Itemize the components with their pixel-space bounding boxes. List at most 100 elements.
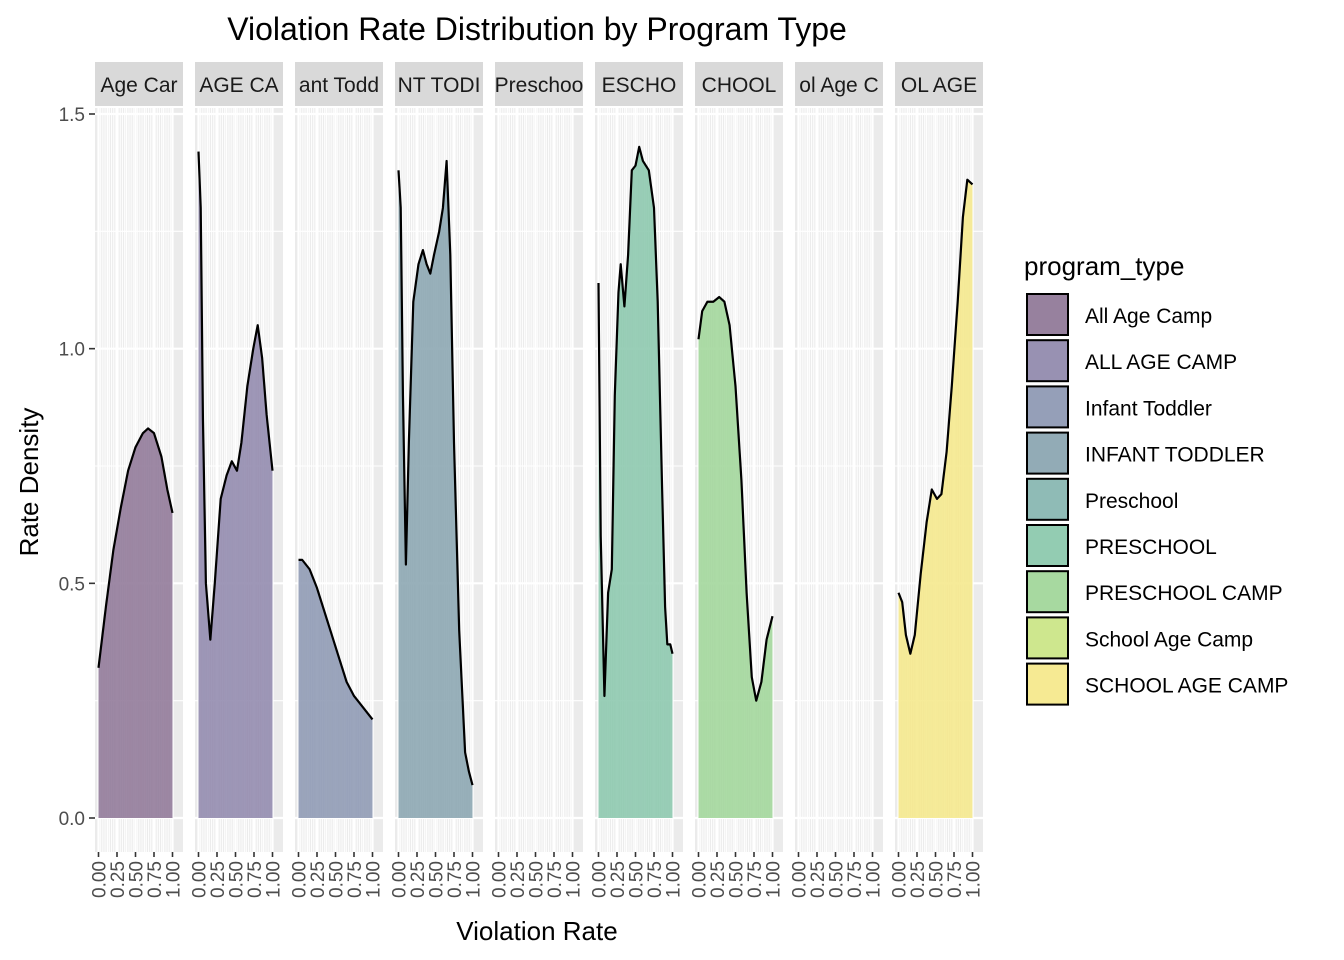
x-tick-label: 0.25: [708, 861, 729, 898]
legend-label: ALL AGE CAMP: [1085, 351, 1237, 374]
x-tick-label: 0.00: [190, 861, 211, 898]
y-axis: 0.0 0.5 1.0 1.5: [59, 105, 95, 830]
density-area: [698, 297, 773, 818]
facet-strip-label: ol Age C: [799, 74, 878, 97]
x-tick-label: 0.75: [945, 861, 966, 898]
facet-panel: NT TODI: [395, 62, 483, 852]
facet-panel: Age Car: [95, 62, 183, 852]
legend-title: program_type: [1024, 251, 1184, 281]
chart-title: Violation Rate Distribution by Program T…: [227, 11, 847, 47]
x-tick-label: 1.00: [564, 861, 585, 898]
facet-strip-label: CHOOL: [702, 74, 777, 97]
x-tick-label: 0.75: [845, 861, 866, 898]
facet-panel: Preschoo: [495, 62, 583, 852]
legend-item: ALL AGE CAMP: [1026, 339, 1237, 383]
x-tick-label: 0.00: [790, 861, 811, 898]
facet-strip: [695, 62, 783, 106]
legend-swatch: [1026, 477, 1069, 521]
legend-swatch: [1026, 339, 1069, 383]
legend-swatch: [1026, 431, 1069, 475]
legend-swatch: [1026, 524, 1069, 567]
x-tick-label: 1.00: [664, 861, 685, 898]
x-tick-label: 0.50: [127, 861, 148, 898]
density-area: [298, 559, 373, 818]
facet-panel: CHOOL: [695, 62, 783, 852]
x-tick-label: 0.25: [808, 861, 829, 898]
facet-panel: ant Todd: [295, 62, 383, 852]
facet-strip-label: ESCHO: [602, 74, 677, 97]
facet-strip-label: OL AGE: [901, 74, 977, 97]
density-area: [98, 428, 173, 818]
density-line: [397, 159, 474, 786]
y-tick-label: 1.0: [59, 340, 85, 361]
x-tick-label: 1.00: [364, 861, 385, 898]
facet-panel: ol Age C: [795, 62, 883, 852]
legend-label: SCHOOL AGE CAMP: [1085, 675, 1288, 698]
x-tick-label: 0.50: [327, 861, 348, 898]
x-tick-label: 0.25: [308, 861, 329, 898]
x-tick-label: 0.50: [927, 861, 948, 898]
facet-strip: [395, 62, 483, 106]
legend-label: PRESCHOOL CAMP: [1085, 582, 1283, 605]
legend-swatch: [1026, 662, 1069, 706]
x-tick-label: 1.00: [264, 861, 285, 898]
legend-item: All Age Camp: [1026, 293, 1212, 336]
facet-strip: [95, 62, 183, 106]
density-line: [897, 178, 974, 655]
legend-item: Preschool: [1026, 477, 1178, 521]
density-line: [697, 295, 774, 702]
x-tick-label: 0.25: [108, 861, 129, 898]
gridlines: [795, 108, 883, 852]
density-line: [97, 427, 174, 668]
x-tick-label: 0.00: [90, 861, 111, 898]
legend-swatch: [1026, 570, 1069, 614]
gridlines: [495, 108, 583, 852]
density-area: [398, 160, 473, 818]
facet-strip-label: ant Todd: [299, 74, 379, 97]
facet-strip-label: NT TODI: [398, 74, 481, 97]
x-tick-label: 1.00: [864, 861, 885, 898]
x-tick-label: 0.75: [145, 861, 166, 898]
x-tick-label: 0.25: [608, 861, 629, 898]
legend-swatch: [1026, 616, 1069, 660]
legend-label: School Age Camp: [1085, 628, 1253, 651]
x-tick-label: 0.00: [490, 861, 511, 898]
x-tick-label: 1.00: [464, 861, 485, 898]
x-tick-label: 0.50: [827, 861, 848, 898]
legend-item: School Age Camp: [1026, 616, 1253, 660]
facet-strip: [295, 62, 383, 106]
facet-strip: [895, 62, 983, 106]
x-tick-label: 0.75: [345, 861, 366, 898]
x-axis-title: Violation Rate: [456, 916, 617, 946]
x-tick-label: 0.00: [690, 861, 711, 898]
facet-panels: Age Car AGE CA ant Todd NT TODI Preschoo ESCH…: [95, 62, 983, 852]
x-tick-label: 0.50: [627, 861, 648, 898]
x-tick-label: 0.75: [245, 861, 266, 898]
facet-strip: [195, 62, 283, 106]
density-area: [898, 179, 973, 818]
x-tick-label: 1.00: [164, 861, 185, 898]
x-axis: 0.000.250.500.751.00 0.000.250.500.751.00…: [90, 852, 985, 898]
legend-item: SCHOOL AGE CAMP: [1026, 662, 1288, 706]
legend-swatch: [1026, 293, 1069, 336]
legend-label: All Age Camp: [1085, 305, 1212, 328]
y-tick-label: 0.0: [59, 809, 85, 830]
legend-item: Infant Toddler: [1026, 385, 1212, 429]
legend-item: PRESCHOOL CAMP: [1026, 570, 1283, 614]
x-tick-label: 0.00: [590, 861, 611, 898]
facet-panel: AGE CA: [195, 62, 283, 852]
x-tick-label: 1.00: [964, 861, 985, 898]
density-area: [598, 146, 673, 819]
x-tick-label: 0.50: [727, 861, 748, 898]
x-tick-label: 1.00: [764, 861, 785, 898]
density-line: [197, 151, 274, 641]
x-tick-label: 0.00: [890, 861, 911, 898]
x-tick-label: 0.50: [227, 861, 248, 898]
x-tick-label: 0.25: [508, 861, 529, 898]
x-tick-label: 0.25: [408, 861, 429, 898]
x-tick-label: 0.00: [390, 861, 411, 898]
facet-panel: OL AGE: [895, 62, 983, 852]
facet-strip-label: Age Car: [100, 74, 177, 97]
legend-label: PRESCHOOL: [1085, 536, 1217, 559]
